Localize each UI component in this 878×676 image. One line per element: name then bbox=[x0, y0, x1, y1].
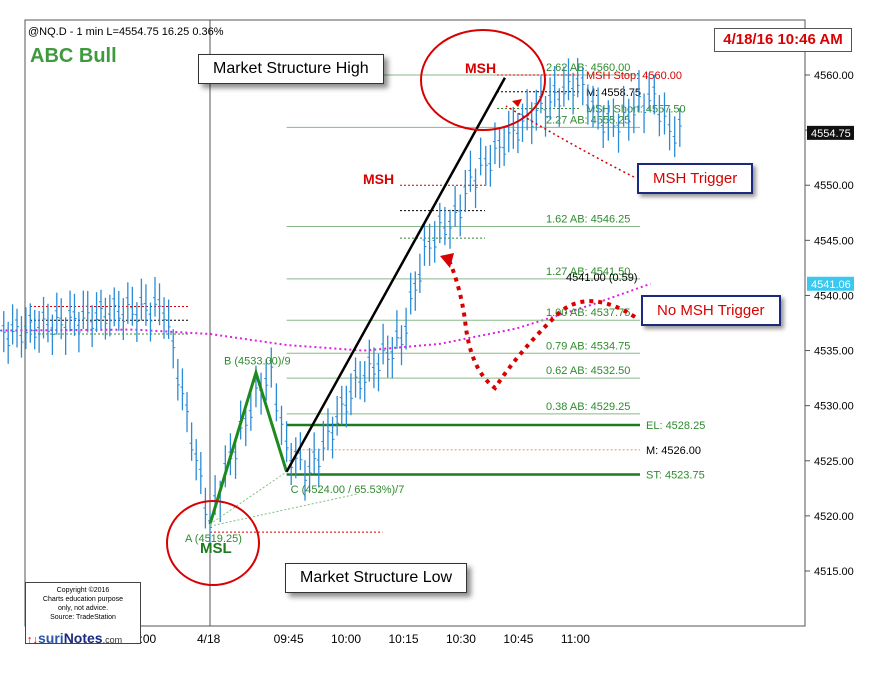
price-bars bbox=[0, 58, 682, 549]
point-b-label: B (4533.00)/9 bbox=[224, 356, 291, 368]
x-tick-label: :00 bbox=[140, 632, 157, 646]
msl-circle bbox=[166, 500, 260, 586]
msh-trigger-arrow bbox=[505, 105, 635, 178]
y-tick-label: 4520.00 bbox=[814, 511, 854, 523]
copyright-line: Charts education purpose bbox=[42, 596, 124, 603]
y-tick-label: 4530.00 bbox=[814, 401, 854, 413]
trend-line bbox=[285, 77, 507, 473]
surinotes-logo: ↑↓suriNotes.com bbox=[27, 630, 123, 646]
copyright-box: Copyright ©2016 Charts education purpose… bbox=[25, 582, 141, 644]
point-a-label: A (4519.25) bbox=[185, 533, 242, 545]
logo-suffix: .com bbox=[102, 635, 123, 645]
no-trigger-arrowhead bbox=[440, 253, 454, 268]
y-tick-label: 4550.00 bbox=[814, 180, 854, 192]
copyright-line: Source: TradeStation bbox=[50, 614, 116, 621]
y-tick-label: 4545.00 bbox=[814, 235, 854, 247]
msh-circle bbox=[420, 29, 546, 131]
fib-level-label: 1.00 AB: 4537.75 bbox=[546, 307, 630, 319]
y-tick-label: 4525.00 bbox=[814, 456, 854, 468]
ma-value-text: 4541.06 bbox=[811, 279, 851, 291]
msh-level-label: MSH Stop: 4560.00 bbox=[586, 70, 682, 82]
x-tick-label: 11:00 bbox=[561, 632, 590, 646]
logo-name: Notes bbox=[63, 630, 103, 646]
ac-dotted-line bbox=[209, 471, 287, 525]
stop-level-label: ST: 4523.75 bbox=[646, 470, 705, 482]
fib-level-label: 0.62 AB: 4532.50 bbox=[546, 365, 630, 377]
callout-market-structure-low: Market Structure Low bbox=[285, 563, 468, 593]
x-tick-label: 10:00 bbox=[331, 632, 361, 646]
entry-level-label: EL: 4528.25 bbox=[646, 420, 705, 432]
msl-label: MSL bbox=[200, 540, 232, 557]
symbol-header: @NQ.D - 1 min L=4554.75 16.25 0.36% bbox=[28, 26, 224, 38]
callout-no-msh-trigger: No MSH Trigger bbox=[641, 295, 781, 326]
y-tick-label: 4535.00 bbox=[814, 346, 854, 358]
y-tick-label: 4515.00 bbox=[814, 566, 854, 578]
x-tick-label: 10:45 bbox=[503, 632, 533, 646]
point-c-label: C (4524.00 / 65.53%)/7 bbox=[291, 484, 405, 496]
msh-level-label: M: 4558.75 bbox=[586, 87, 641, 99]
mid-level-label: M: 4526.00 bbox=[646, 445, 701, 457]
y-tick-label: 4560.00 bbox=[814, 70, 854, 82]
a-extension-line bbox=[209, 493, 357, 527]
fib-level-label: 2.62 AB: 4560.00 bbox=[546, 62, 630, 74]
fib-level-label: 1.27 AB: 4541.50 bbox=[546, 266, 630, 278]
fib-level-label: 0.79 AB: 4534.75 bbox=[546, 340, 630, 352]
msh-mid-label: MSH bbox=[363, 171, 394, 187]
msh-level-label: MSH Short: 4557.50 bbox=[586, 104, 686, 116]
callout-msh-trigger: MSH Trigger bbox=[637, 163, 754, 194]
x-tick-label: 10:30 bbox=[446, 632, 476, 646]
fib-level-label: 0.38 AB: 4529.25 bbox=[546, 401, 630, 413]
last-price-badge bbox=[807, 125, 854, 140]
copyright-line: only, not advice. bbox=[57, 605, 109, 612]
ma-value-badge bbox=[807, 276, 854, 291]
msh-upper-label: MSH bbox=[465, 60, 496, 76]
date-badge: 4/18/16 10:46 AM bbox=[714, 28, 852, 52]
x-tick-label: 10:15 bbox=[389, 632, 419, 646]
x-tick-label: 4/18 bbox=[197, 632, 221, 646]
y-tick-label: 4540.00 bbox=[814, 290, 854, 302]
callout-market-structure-high: Market Structure High bbox=[198, 54, 384, 84]
msh-trigger-arrowhead bbox=[512, 99, 522, 107]
copyright-line: Copyright ©2016 bbox=[56, 587, 110, 594]
x-tick-label: 09:45 bbox=[274, 632, 304, 646]
logo-prefix: suri bbox=[38, 630, 64, 646]
fib-level-label: 1.62 AB: 4546.25 bbox=[546, 214, 630, 226]
abc-pattern-line bbox=[208, 367, 289, 525]
last-price-text: 4554.75 bbox=[811, 128, 851, 140]
range-value-label: 4541.00 (0.59) bbox=[566, 272, 638, 284]
no-trigger-arrow bbox=[446, 257, 637, 391]
chart-title: ABC Bull bbox=[30, 45, 117, 67]
